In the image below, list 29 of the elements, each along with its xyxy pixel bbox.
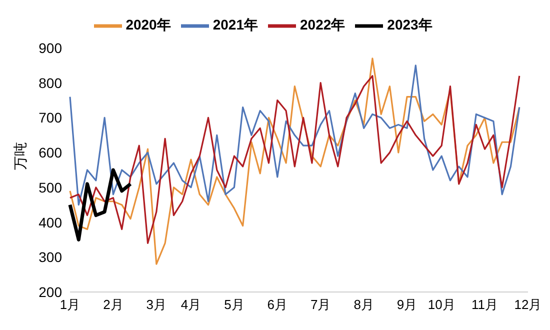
- x-tick-label: 4月: [180, 297, 202, 312]
- y-tick-label: 500: [38, 179, 62, 196]
- x-tick-label: 3月: [146, 297, 167, 312]
- y-tick-label: 400: [38, 214, 62, 230]
- x-tick-label: 12月: [514, 297, 542, 312]
- y-tick-label: 600: [38, 144, 62, 161]
- x-tick-label: 11月: [472, 297, 498, 312]
- y-tick-label: 800: [38, 74, 62, 91]
- line-series: [69, 64, 520, 206]
- x-tick-label: 9月: [396, 297, 418, 312]
- x-tick-label: 2月: [103, 297, 124, 312]
- line-series: [68, 168, 132, 242]
- x-tick-label: 8月: [354, 297, 374, 312]
- line-series: [69, 75, 520, 244]
- x-tick-label: 7月: [310, 297, 331, 312]
- legend-label: 2020年: [126, 16, 171, 33]
- y-axis-title: 万吨: [12, 142, 28, 170]
- legend-label: 2023年: [387, 16, 432, 33]
- y-tick-label: 200: [38, 284, 62, 300]
- y-tick-label: 300: [38, 249, 62, 266]
- y-tick-label: 700: [38, 110, 62, 126]
- legend-label: 2022年: [300, 16, 346, 33]
- legend-label: 2021年: [212, 16, 258, 33]
- line-series: [69, 58, 520, 265]
- x-tick-label: 6月: [267, 297, 288, 312]
- x-tick-label: 1月: [60, 297, 80, 312]
- y-tick-label: 900: [38, 40, 62, 56]
- x-tick-label: 10月: [428, 297, 456, 312]
- x-tick-label: 5月: [224, 297, 244, 312]
